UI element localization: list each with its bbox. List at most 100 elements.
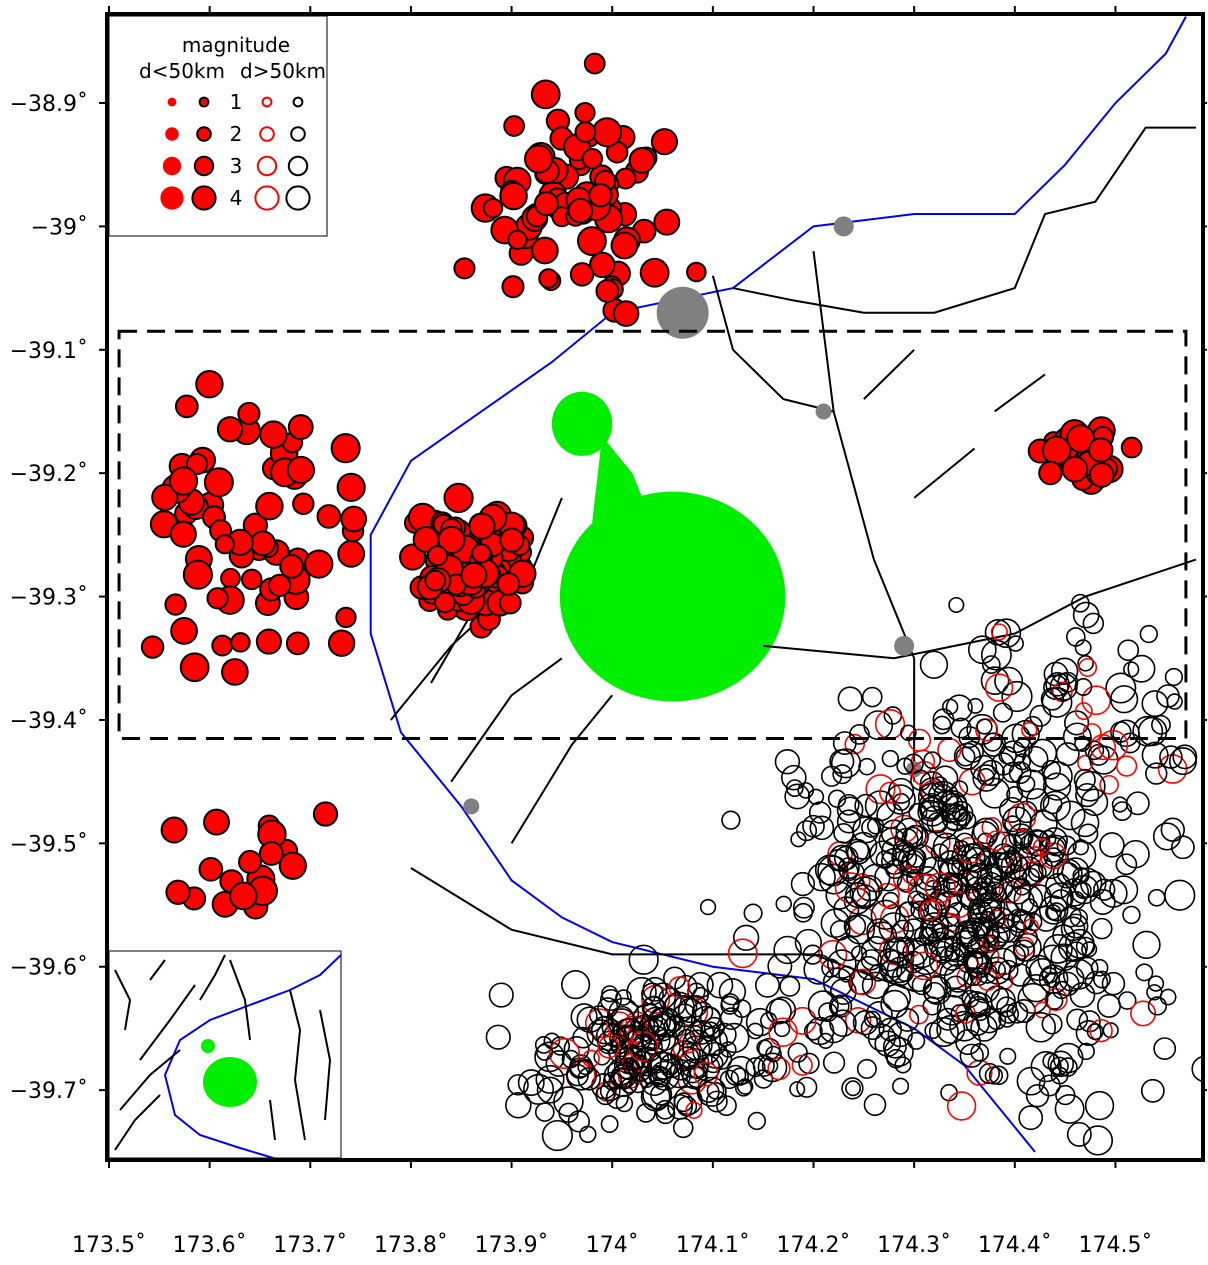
shallow-event <box>1038 460 1063 486</box>
deep-event <box>1130 1000 1157 1027</box>
deep-event <box>1147 975 1165 992</box>
deep-event <box>1109 875 1139 905</box>
town-area <box>463 798 480 815</box>
deep-event <box>719 1069 740 1090</box>
deep-event <box>1041 1013 1063 1035</box>
deep-event <box>1082 612 1105 635</box>
deep-event <box>541 1119 573 1152</box>
shallow-event <box>574 121 597 143</box>
deep-event <box>767 953 793 979</box>
deep-event <box>849 723 870 745</box>
x-tick-label: 173.5˚ <box>72 1233 146 1258</box>
deep-event <box>987 906 1015 934</box>
fault-line <box>450 657 563 783</box>
deep-event <box>836 796 864 824</box>
deep-event <box>1056 861 1080 885</box>
deep-event <box>735 1079 753 1097</box>
deep-event <box>696 1076 727 1107</box>
deep-event <box>693 1061 719 1087</box>
deep-event <box>940 1083 958 1102</box>
deep-event <box>775 895 793 913</box>
deep-event <box>845 1080 862 1097</box>
deep-event <box>999 1003 1020 1024</box>
inset-fault <box>269 1099 276 1141</box>
volcano-ring-plain <box>559 491 786 702</box>
deep-event <box>907 1031 926 1050</box>
deep-event <box>968 898 986 916</box>
deep-event <box>966 936 990 959</box>
deep-event <box>939 945 965 971</box>
deep-event <box>1141 690 1169 718</box>
deep-event <box>536 1043 554 1061</box>
deep-event <box>943 935 962 953</box>
inset-content <box>114 954 341 1158</box>
inset-coastline <box>163 954 341 1158</box>
shallow-event <box>437 525 466 554</box>
deep-event <box>732 924 760 951</box>
deep-event <box>992 702 1013 723</box>
deep-event <box>829 1009 857 1037</box>
legend-shallow-plain <box>160 186 184 210</box>
deep-event <box>673 994 698 1019</box>
deep-event <box>1089 1018 1113 1043</box>
legend-shallow-outlined <box>196 126 212 142</box>
deep-event <box>553 1086 584 1117</box>
shallow-event <box>164 593 187 616</box>
deep-event <box>768 1017 798 1047</box>
deep-event <box>849 968 877 996</box>
deep-event <box>906 869 924 887</box>
volcano-neck <box>592 436 643 523</box>
deep-event <box>944 891 973 919</box>
shallow-event <box>531 236 559 265</box>
deep-event <box>885 784 916 815</box>
deep-event <box>692 986 710 1004</box>
deep-event <box>798 1052 820 1075</box>
deep-event <box>1026 788 1050 812</box>
shallow-event <box>496 572 521 596</box>
deep-event <box>1037 944 1068 975</box>
deep-event <box>820 908 851 938</box>
deep-event <box>1147 888 1166 907</box>
legend-shallow-outlined <box>198 96 210 108</box>
shallow-event <box>267 573 292 598</box>
deep-event <box>773 935 802 965</box>
deep-event <box>852 884 878 910</box>
deep-event <box>1146 984 1163 1001</box>
shallow-event <box>285 631 310 656</box>
deep-event <box>860 1016 885 1041</box>
shallow-event <box>453 257 476 280</box>
deep-event <box>1069 982 1096 1008</box>
x-tick-label: 174.4˚ <box>978 1233 1052 1258</box>
deep-event <box>980 666 1010 696</box>
deep-event <box>961 989 980 1008</box>
deep-event <box>807 788 825 805</box>
deep-event <box>795 820 818 842</box>
deep-event <box>1152 822 1182 851</box>
deep-event <box>867 921 898 952</box>
deep-event <box>1159 745 1183 769</box>
fault-line <box>732 126 1196 314</box>
legend-deep-red <box>259 126 275 142</box>
shallow-event <box>581 147 604 170</box>
deep-event <box>1145 762 1168 785</box>
shallow-event <box>1061 455 1089 483</box>
deep-event <box>615 1094 634 1113</box>
deep-event <box>866 918 893 945</box>
deep-event <box>923 751 942 770</box>
deep-event <box>1075 956 1099 980</box>
deep-event <box>808 801 832 824</box>
deep-event <box>829 748 855 775</box>
shallow-event <box>443 482 474 514</box>
x-tick-label: 173.6˚ <box>173 1233 247 1258</box>
shallow-event <box>574 102 596 124</box>
deep-events-layer <box>485 593 1201 1156</box>
shallow-event <box>1066 424 1096 454</box>
x-tick-label: 173.7˚ <box>273 1233 347 1258</box>
deep-event <box>1072 839 1090 856</box>
deep-event <box>919 900 941 921</box>
deep-event <box>1132 715 1164 747</box>
deep-event <box>1072 601 1100 629</box>
deep-event <box>879 781 902 804</box>
deep-event <box>829 919 851 941</box>
deep-event <box>863 1093 887 1117</box>
